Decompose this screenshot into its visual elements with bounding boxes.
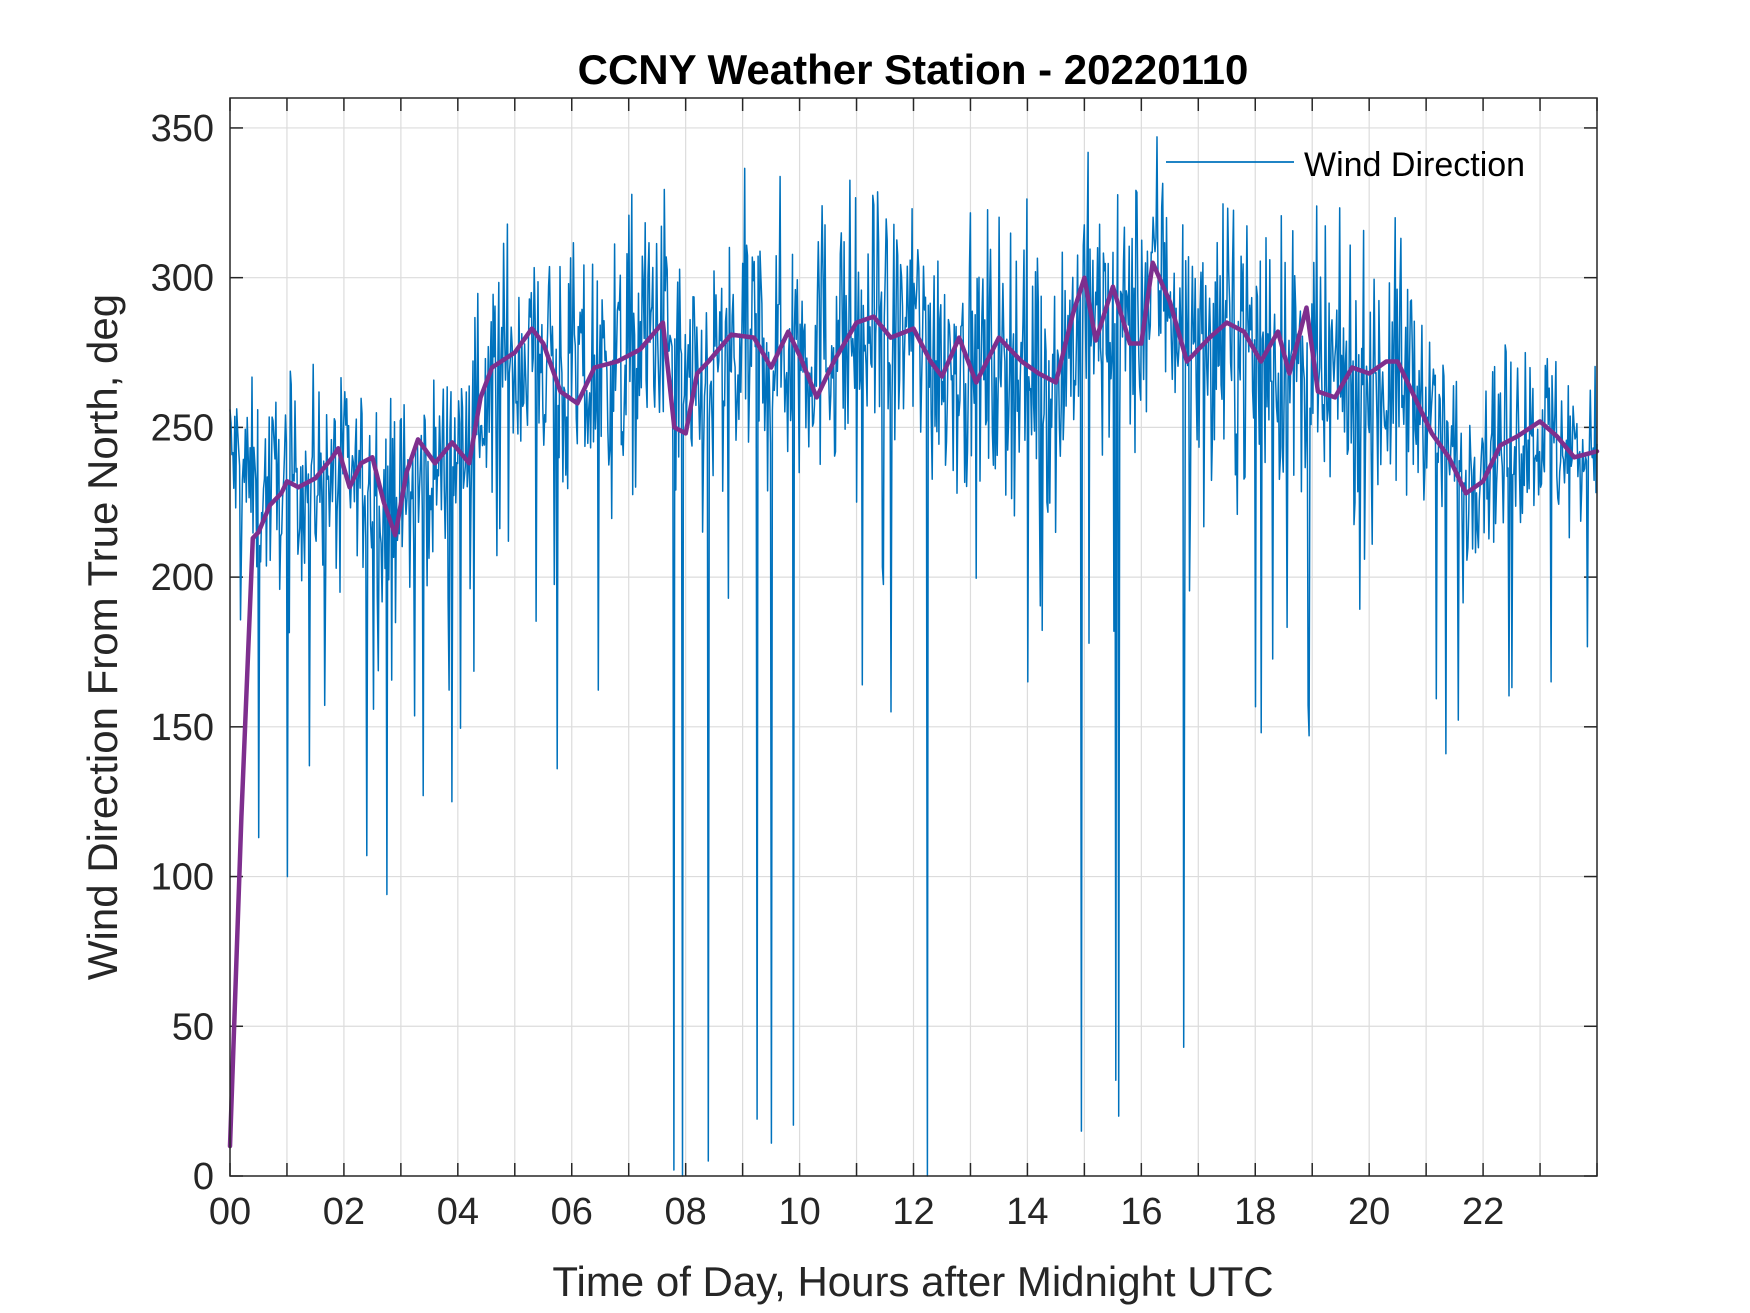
x-axis-label: Time of Day, Hours after Midnight UTC [552,1258,1273,1305]
series-moving-average-line [227,260,1600,1149]
series-layer [227,136,1600,1177]
y-tick-label: 150 [151,707,214,749]
x-tick-label: 22 [1462,1191,1504,1233]
y-tick-label: 250 [151,407,214,449]
x-tick-label: 08 [665,1191,707,1233]
y-tick-label: 50 [172,1006,214,1048]
x-tick-label: 06 [551,1191,593,1233]
y-tick-label: 100 [151,857,214,899]
tick-labels: 00 02 04 06 08 10 12 14 16 18 20 22 0 50 100 150 200 250 3… [151,108,1505,1233]
x-tick-label: 18 [1234,1191,1276,1233]
axes-box [229,97,1598,1177]
chart-title: CCNY Weather Station - 20220110 [578,46,1249,93]
y-axis-label: Wind Direction From True North, deg [79,294,126,980]
y-tick-label: 0 [193,1156,214,1198]
x-tick-label: 12 [892,1191,934,1233]
x-tick-label: 02 [323,1191,365,1233]
x-tick-label: 20 [1348,1191,1390,1233]
x-tick-label: 00 [209,1191,251,1233]
x-tick-label: 14 [1006,1191,1048,1233]
y-tick-label: 350 [151,108,214,150]
legend-label-wind-direction: Wind Direction [1304,146,1525,184]
series-wind-direction-line [229,136,1598,1177]
y-tick-label: 300 [151,258,214,300]
legend: Wind Direction [1166,146,1525,184]
x-tick-label: 10 [778,1191,820,1233]
x-tick-label: 16 [1120,1191,1162,1233]
grid [230,98,1597,1176]
x-tick-label: 04 [437,1191,479,1233]
y-tick-label: 200 [151,557,214,599]
